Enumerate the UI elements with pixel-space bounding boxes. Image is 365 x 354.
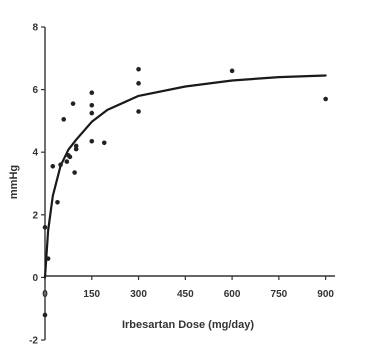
data-points-layer xyxy=(42,66,328,318)
data-point xyxy=(58,162,63,168)
data-point xyxy=(42,225,48,230)
data-point xyxy=(55,199,60,205)
y-axis-title: mmHg xyxy=(8,165,20,199)
y-tick-label: -2 xyxy=(29,336,38,347)
data-point xyxy=(73,143,79,149)
data-point xyxy=(136,81,141,86)
y-tick-label: 0 xyxy=(32,273,38,284)
data-point xyxy=(70,101,76,106)
data-point xyxy=(50,163,56,169)
x-axis-title: Irbesartan Dose (mg/day) xyxy=(122,319,254,331)
data-point xyxy=(89,110,95,116)
data-point xyxy=(45,256,51,261)
x-tick-label: 600 xyxy=(224,289,241,300)
data-point xyxy=(64,159,70,164)
data-point xyxy=(101,140,107,146)
data-point xyxy=(136,66,141,72)
x-tick-label: 0 xyxy=(42,289,48,300)
y-tick-label: 6 xyxy=(32,85,38,96)
axes: -2 0 2 4 6 8 0 150 300 450 600 750 900 xyxy=(29,23,335,347)
y-tick-label: 2 xyxy=(32,210,38,221)
y-tick-label: 8 xyxy=(32,23,38,34)
fit-curve xyxy=(43,74,327,279)
data-point xyxy=(89,138,95,144)
data-point xyxy=(67,154,73,160)
x-tick-label: 150 xyxy=(83,289,100,300)
x-tick-label: 300 xyxy=(130,289,147,300)
data-point xyxy=(42,312,48,318)
data-point xyxy=(72,170,77,175)
y-tick-label: 4 xyxy=(32,148,38,159)
data-point xyxy=(136,109,141,114)
x-tick-label: 450 xyxy=(177,289,194,300)
data-point xyxy=(89,102,95,108)
data-point xyxy=(89,90,95,96)
data-point xyxy=(323,96,328,102)
data-point xyxy=(229,68,235,74)
data-point xyxy=(61,117,67,122)
x-tick-label: 900 xyxy=(317,289,334,300)
fit-curve-layer xyxy=(43,74,327,279)
x-tick-label: 750 xyxy=(271,289,288,300)
